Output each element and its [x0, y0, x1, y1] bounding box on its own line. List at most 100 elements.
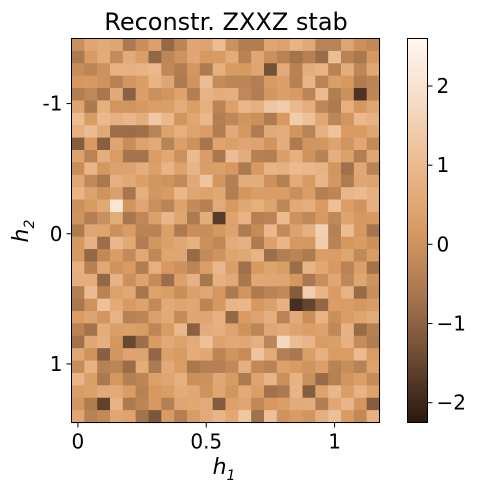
heatmap-cell — [110, 410, 124, 424]
heatmap-cell — [353, 88, 368, 102]
heatmap-cell — [161, 149, 175, 163]
heatmap-cell — [341, 137, 355, 151]
heatmap-cell — [110, 323, 124, 337]
heatmap-cell — [199, 63, 214, 77]
heatmap-cell — [135, 162, 150, 176]
heatmap-cell — [212, 100, 227, 114]
heatmap-cell — [187, 273, 201, 287]
heatmap-cell — [148, 50, 162, 64]
heatmap-cell — [148, 125, 162, 139]
heatmap-cell — [315, 211, 329, 225]
heatmap-cell — [264, 298, 278, 312]
heatmap-cell — [161, 63, 175, 77]
heatmap-cell — [110, 372, 124, 386]
heatmap-cell — [366, 236, 381, 250]
heatmap-cell — [315, 410, 329, 424]
heatmap-cell — [135, 249, 150, 263]
heatmap-cell — [110, 162, 124, 176]
heatmap-cell — [341, 385, 355, 399]
heatmap-cell — [71, 100, 85, 114]
heatmap-cell — [366, 50, 381, 64]
heatmap-cell — [225, 224, 239, 238]
heatmap-cell — [71, 38, 85, 52]
heatmap-cell — [161, 88, 175, 102]
heatmap-cell — [212, 249, 227, 263]
colorbar-tick-label: −2 — [437, 391, 466, 415]
heatmap-cell — [366, 249, 381, 263]
heatmap-cell — [174, 162, 188, 176]
heatmap-cell — [161, 100, 175, 114]
heatmap-cell — [97, 236, 111, 250]
heatmap-cell — [97, 298, 111, 312]
heatmap-cell — [328, 137, 342, 151]
colorbar — [407, 38, 428, 423]
heatmap-cell — [174, 311, 188, 325]
heatmap-cell — [302, 88, 316, 102]
heatmap-cell — [148, 372, 162, 386]
heatmap-cell — [276, 137, 291, 151]
heatmap-cell — [97, 348, 111, 362]
heatmap-cell — [84, 224, 98, 238]
heatmap-cell — [328, 360, 342, 374]
heatmap-cell — [328, 224, 342, 238]
heatmap-cell — [289, 385, 304, 399]
heatmap-cell — [276, 298, 291, 312]
heatmap-cell — [341, 397, 355, 411]
heatmap-cell — [276, 112, 291, 126]
heatmap-cell — [353, 298, 368, 312]
heatmap-cell — [199, 298, 214, 312]
heatmap-cell — [71, 286, 85, 300]
heatmap-cell — [84, 348, 98, 362]
heatmap-cell — [264, 348, 278, 362]
heatmap-cell — [71, 335, 85, 349]
heatmap-cell — [264, 397, 278, 411]
heatmap-cell — [315, 249, 329, 263]
heatmap-cell — [251, 112, 265, 126]
heatmap-cell — [135, 236, 150, 250]
heatmap-cell — [135, 100, 150, 114]
heatmap-cell — [289, 187, 304, 201]
heatmap-cell — [84, 372, 98, 386]
heatmap-cell — [212, 187, 227, 201]
heatmap-cell — [251, 38, 265, 52]
heatmap-cell — [264, 125, 278, 139]
heatmap-cell — [148, 286, 162, 300]
heatmap-cell — [238, 199, 252, 213]
heatmap-cell — [122, 298, 137, 312]
heatmap-cell — [199, 236, 214, 250]
heatmap-cell — [289, 137, 304, 151]
heatmap-cell — [238, 38, 252, 52]
y-axis-ticks: -1 0 1 — [43, 92, 72, 376]
y-axis-label: h2 — [9, 219, 38, 242]
heatmap-cell — [161, 348, 175, 362]
heatmap-cell — [187, 187, 201, 201]
heatmap-cell — [212, 236, 227, 250]
heatmap-cell — [328, 311, 342, 325]
heatmap-cell — [289, 38, 304, 52]
heatmap-cell — [110, 311, 124, 325]
heatmap-cell — [122, 410, 137, 424]
heatmap-cell — [302, 236, 316, 250]
heatmap-cell — [212, 323, 227, 337]
heatmap-cell — [353, 137, 368, 151]
x-axis-label-sub: 1 — [227, 468, 236, 484]
heatmap-cell — [161, 249, 175, 263]
heatmap-cell — [97, 286, 111, 300]
heatmap-cell — [353, 311, 368, 325]
heatmap-cell — [341, 273, 355, 287]
heatmap-cell — [148, 224, 162, 238]
heatmap-cell — [187, 88, 201, 102]
heatmap-cell — [135, 88, 150, 102]
heatmap-cell — [315, 236, 329, 250]
heatmap-cell — [315, 88, 329, 102]
heatmap-cell — [84, 261, 98, 275]
heatmap-cell — [276, 162, 291, 176]
heatmap-cell — [289, 348, 304, 362]
heatmap-cell — [302, 137, 316, 151]
heatmap-cell — [238, 286, 252, 300]
heatmap-cell — [315, 323, 329, 337]
heatmap-cell — [264, 224, 278, 238]
heatmap-cell — [289, 360, 304, 374]
heatmap-cell — [71, 298, 85, 312]
heatmap-cell — [264, 162, 278, 176]
